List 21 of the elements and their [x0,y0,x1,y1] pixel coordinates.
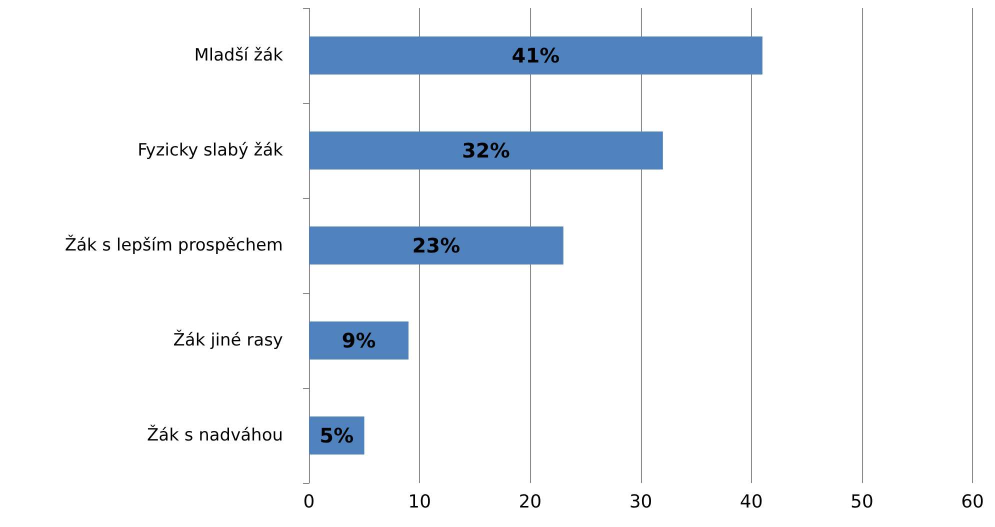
data-label: 23% [412,234,460,258]
bar [309,322,409,360]
x-tick-label: 20 [518,492,542,512]
x-tick-label: 30 [629,492,652,512]
x-tick-label: 40 [740,492,763,512]
x-tick-label: 60 [961,492,984,512]
y-tick-label: Žák s nadváhou [147,424,283,446]
bar [309,36,762,74]
data-label: 5% [320,424,354,448]
bar [309,132,663,170]
x-tick-label: 50 [850,492,874,512]
y-tick-label: Žák jiné rasy [173,330,283,350]
data-label: 32% [462,138,510,162]
x-tick-label: 10 [408,492,432,512]
bar [309,226,564,264]
y-tick-label: Fyzicky slabý žák [138,140,284,160]
data-label: 9% [342,328,376,352]
y-tick-label: Mladší žák [194,46,284,66]
data-label: 41% [512,44,560,68]
y-tick-label: Žák s lepším prospěchem [64,234,283,256]
x-tick-label: 0 [303,492,315,512]
